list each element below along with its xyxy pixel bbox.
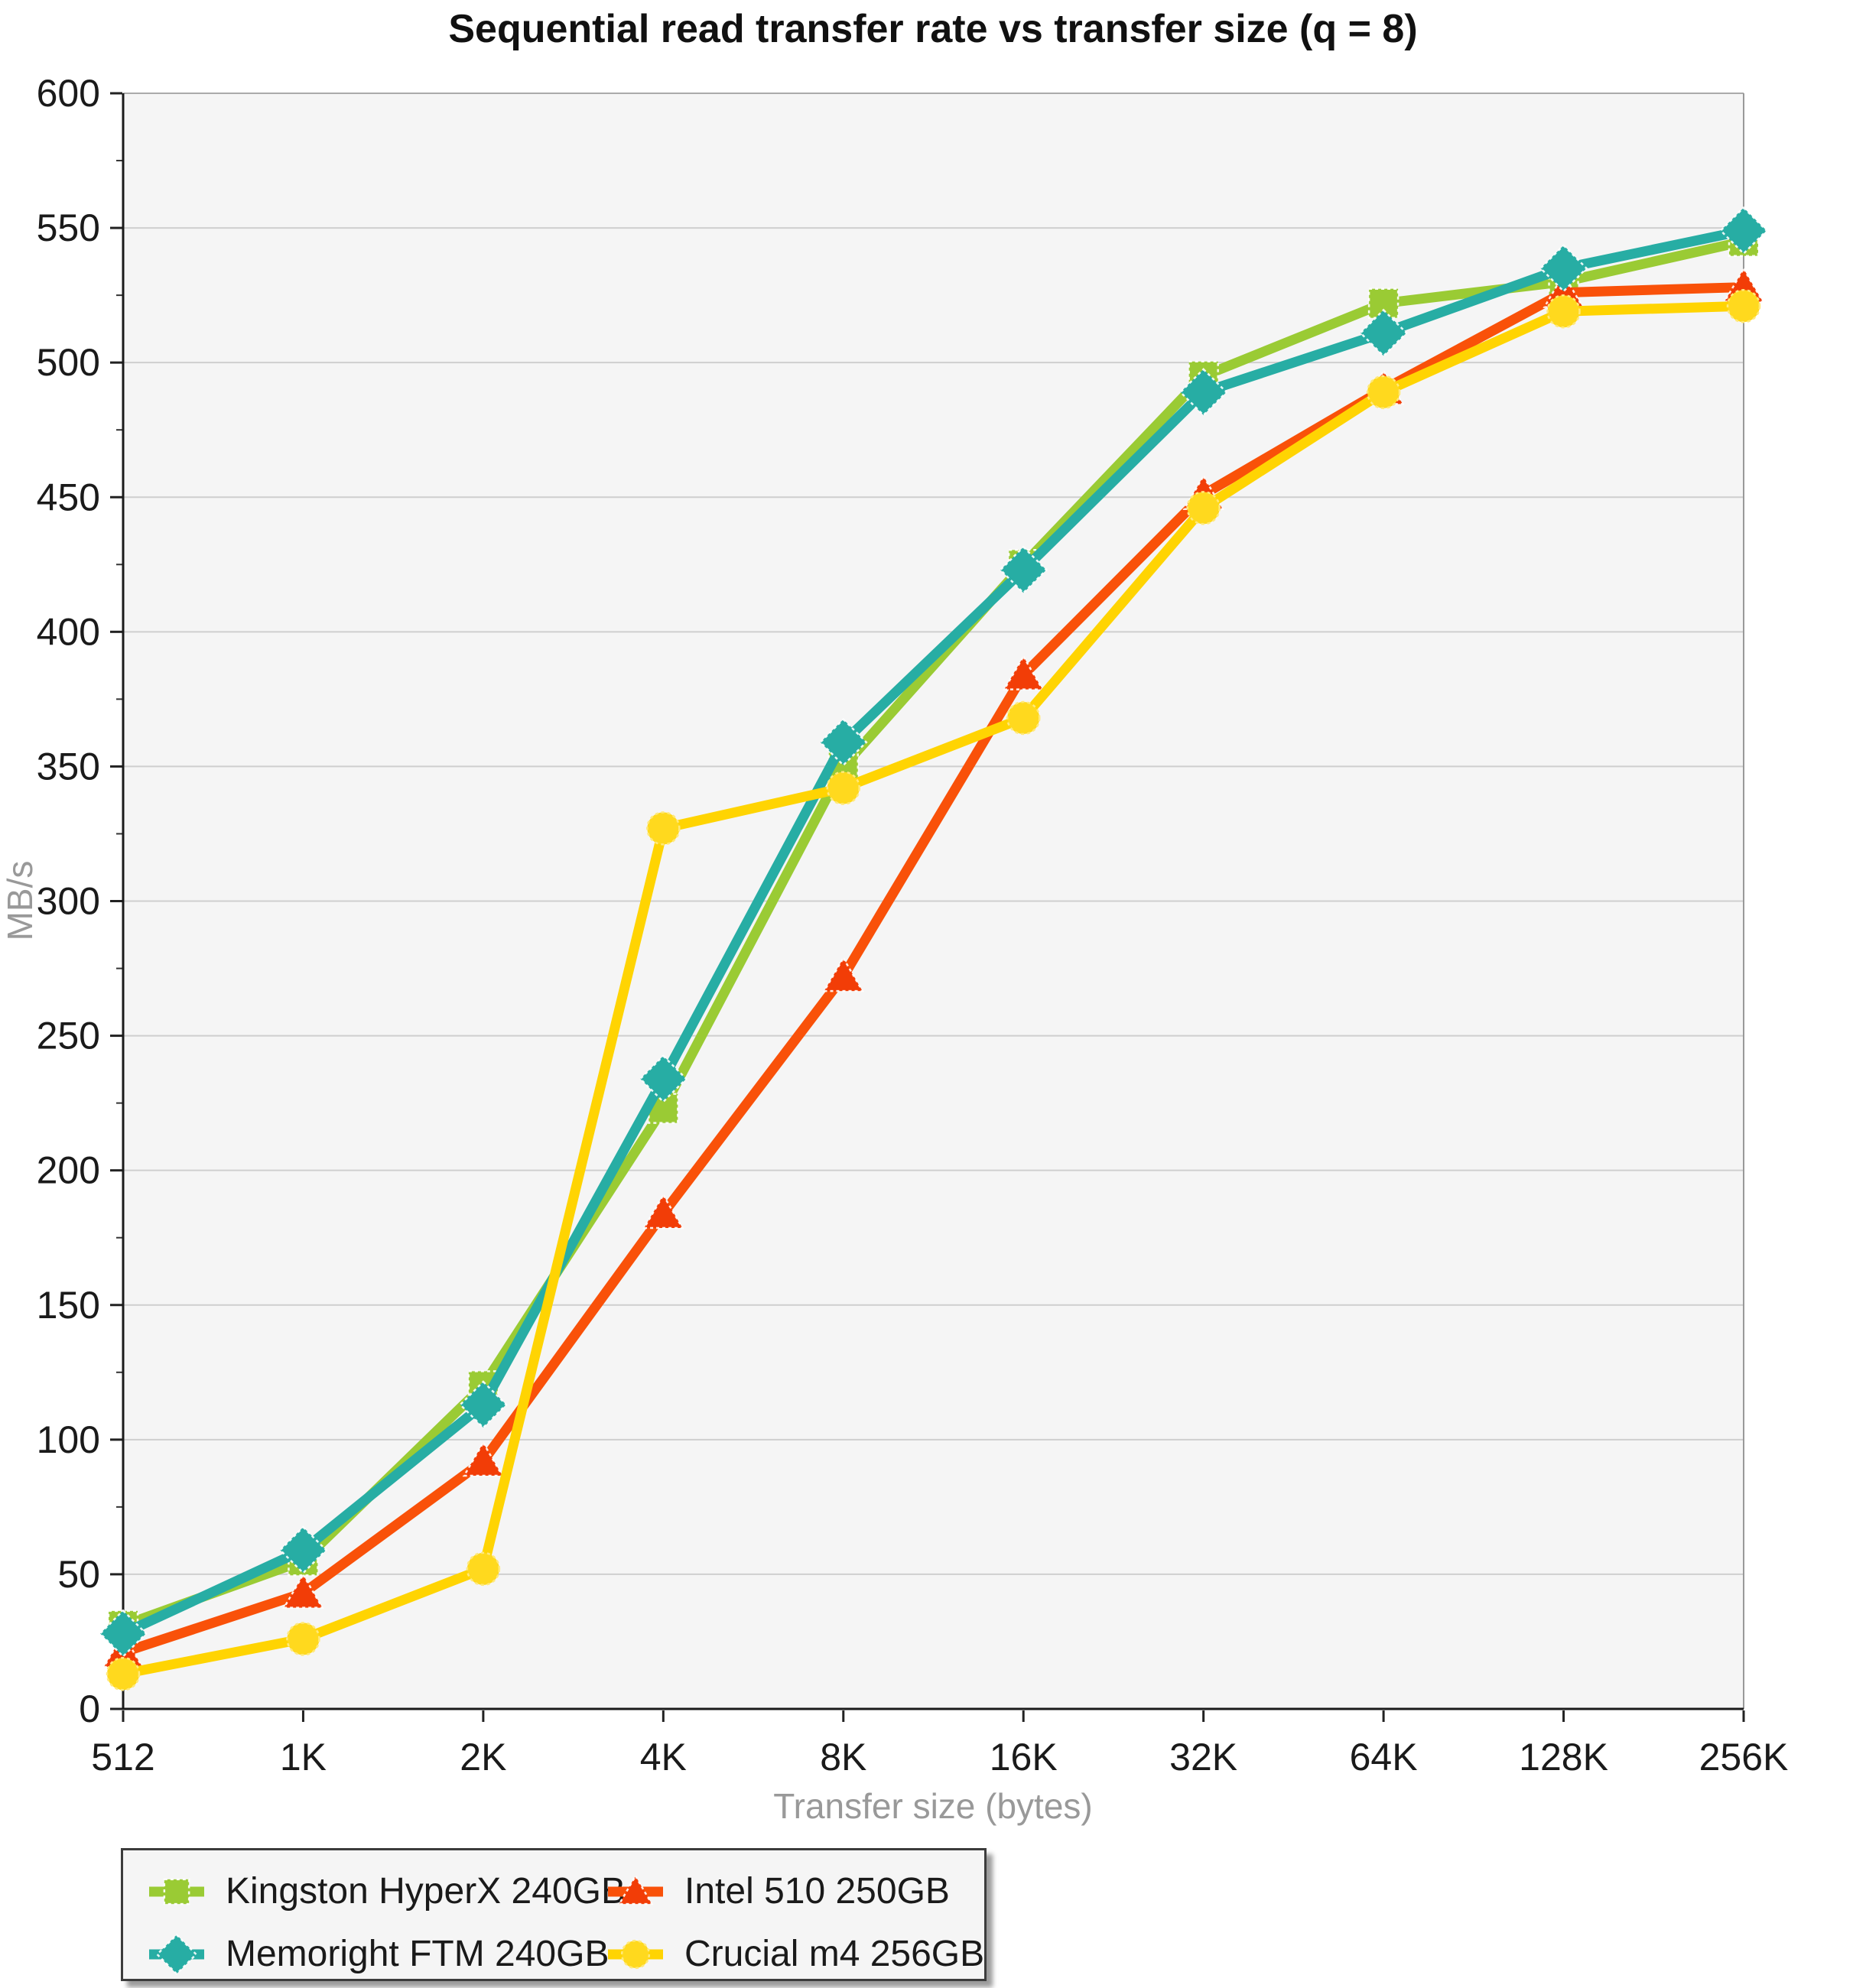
square-marker-icon [149, 1878, 204, 1905]
x-tick-label: 1K [280, 1736, 327, 1778]
legend-label: Kingston HyperX 240GB [226, 1871, 626, 1912]
legend-label: Intel 510 250GB [684, 1871, 950, 1912]
x-tick-label: 32K [1169, 1736, 1237, 1778]
y-tick-label: 100 [37, 1418, 100, 1461]
x-axis-title: Transfer size (bytes) [773, 1786, 1093, 1826]
x-tick-label: 8K [820, 1736, 866, 1778]
y-tick-label: 150 [37, 1284, 100, 1327]
y-tick-label: 50 [57, 1553, 100, 1596]
x-tick-label: 256K [1699, 1736, 1789, 1778]
legend-item-intel: Intel 510 250GB [605, 1872, 984, 1912]
x-tick-label: 2K [460, 1736, 506, 1778]
y-tick-label: 200 [37, 1149, 100, 1192]
x-tick-label: 128K [1519, 1736, 1608, 1778]
series-line [118, 226, 1749, 1639]
series-line [118, 282, 1749, 1658]
series-line [118, 300, 1749, 1679]
y-tick-label: 350 [37, 745, 100, 788]
y-tick-label: 450 [37, 476, 100, 518]
y-tick-label: 250 [37, 1015, 100, 1057]
line-chart: 0 50 100 150 200 250 300 350 400 450 500 550 600 512 1… [0, 72, 1789, 1826]
legend-item-crucial: Crucial m4 256GB [605, 1934, 984, 1974]
triangle-marker-icon [608, 1874, 663, 1905]
diamond-marker-icon [149, 1933, 204, 1976]
x-tick-label: 16K [990, 1736, 1058, 1778]
legend-label: Memoright FTM 240GB [226, 1934, 610, 1974]
x-tick-label: 4K [640, 1736, 687, 1778]
y-tick-label: 500 [37, 341, 100, 384]
x-tick-label: 64K [1350, 1736, 1418, 1778]
page-title: Sequential read transfer rate vs transfe… [448, 7, 1418, 51]
plot-layer: 0 50 100 150 200 250 300 350 400 450 500 550 600 512 1… [37, 72, 1789, 1778]
circle-marker-icon [608, 1939, 663, 1970]
y-tick-label: 0 [79, 1688, 100, 1730]
y-tick-label: 300 [37, 880, 100, 923]
y-tick-label: 600 [37, 72, 100, 115]
x-tick-label: 512 [91, 1736, 154, 1778]
y-tick-label: 550 [37, 206, 100, 249]
legend-item-memoright: Memoright FTM 240GB [146, 1933, 609, 1976]
legend-item-kingston: Kingston HyperX 240GB [146, 1872, 626, 1912]
legend-label: Crucial m4 256GB [684, 1934, 985, 1974]
y-tick-label: 400 [37, 610, 100, 653]
legend: Kingston HyperX 240GB Intel 510 250GB Me… [121, 1848, 987, 1981]
y-axis-title: MB/s [0, 861, 40, 941]
